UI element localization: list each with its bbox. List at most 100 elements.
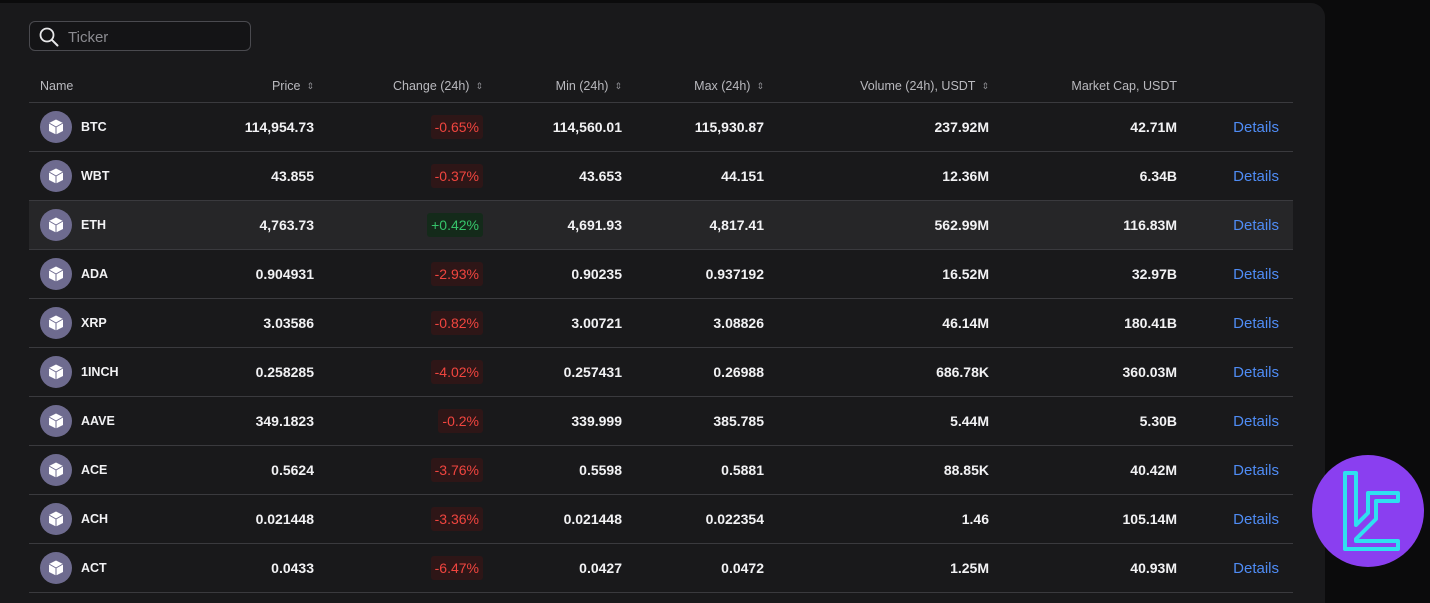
ticker-symbol: ACH [81,512,109,526]
markets-panel: Name Price⇕ Change (24h)⇕ Min (24h)⇕ Max… [0,3,1325,603]
table-row[interactable]: BTC 114,954.73 -0.65% 114,560.01 115,930.87 2… [29,102,1293,152]
details-link[interactable]: Details [1233,559,1279,577]
table-row[interactable]: AAVE 349.1823 -0.2% 339.999 385.785 5.44M 5.30… [29,396,1293,446]
volume-cell: 88.85K [764,445,989,495]
max-cell: 3.08826 [622,298,764,348]
details-cell: Details [1177,396,1293,446]
sort-icon[interactable]: ⇕ [981,80,989,91]
change-badge: +0.42% [427,213,483,237]
details-cell: Details [1177,543,1293,593]
table-row[interactable]: ACH 0.021448 -3.36% 0.021448 0.022354 1.46 105… [29,494,1293,544]
details-link[interactable]: Details [1233,314,1279,332]
asset-cell: AAVE [29,396,189,446]
details-cell: Details [1177,200,1293,250]
asset-cell: BTC [29,102,189,152]
details-cell: Details [1177,249,1293,299]
table-row[interactable]: ACE 0.5624 -3.76% 0.5598 0.5881 88.85K 40.42M D… [29,445,1293,495]
table-row[interactable]: ACT 0.0433 -6.47% 0.0427 0.0472 1.25M 40.93M De… [29,543,1293,593]
price-cell: 0.258285 [189,347,314,397]
details-cell: Details [1177,298,1293,348]
brand-logo [1312,455,1424,567]
market-cap-cell: 40.42M [989,445,1177,495]
details-link[interactable]: Details [1233,412,1279,430]
table-row[interactable]: ETH 4,763.73 +0.42% 4,691.93 4,817.41 562.99M… [29,200,1293,250]
change-cell: -0.37% [314,151,483,201]
volume-cell: 562.99M [764,200,989,250]
ticker-symbol: XRP [81,316,107,330]
col-market-cap: Market Cap, USDT [989,69,1177,103]
table-row[interactable]: WBT 43.855 -0.37% 43.653 44.151 12.36M 6.34B De… [29,151,1293,201]
table-row[interactable]: 1INCH 0.258285 -4.02% 0.257431 0.26988 686.78… [29,347,1293,397]
col-actions [1177,69,1293,103]
price-cell: 3.03586 [189,298,314,348]
change-badge: -0.65% [430,115,483,139]
col-change[interactable]: Change (24h) ⇕ [314,69,483,103]
volume-cell: 237.92M [764,102,989,152]
market-cap-cell: 360.03M [989,347,1177,397]
max-cell: 0.26988 [622,347,764,397]
brand-logo-icon [1343,471,1400,551]
details-link[interactable]: Details [1233,167,1279,185]
details-link[interactable]: Details [1233,118,1279,136]
col-min[interactable]: Min (24h) ⇕ [483,69,622,103]
change-badge: -6.47% [430,556,483,580]
change-cell: -2.93% [314,249,483,299]
price-cell: 0.021448 [189,494,314,544]
sort-icon[interactable]: ⇕ [756,80,764,91]
details-link[interactable]: Details [1233,216,1279,234]
details-link[interactable]: Details [1233,363,1279,381]
col-max[interactable]: Max (24h) ⇕ [622,69,764,103]
ticker-search[interactable] [29,21,251,52]
details-cell: Details [1177,347,1293,397]
ticker-symbol: ETH [81,218,106,232]
min-cell: 0.0427 [483,543,622,593]
price-cell: 0.0433 [189,543,314,593]
details-cell: Details [1177,494,1293,544]
min-cell: 0.257431 [483,347,622,397]
ticker-symbol: ACE [81,463,108,477]
details-link[interactable]: Details [1233,461,1279,479]
coin-icon [40,503,72,535]
coin-icon [40,405,72,437]
volume-cell: 1.25M [764,543,989,593]
coin-icon [40,454,72,486]
min-cell: 0.90235 [483,249,622,299]
col-name: Name [29,69,189,103]
asset-cell: XRP [29,298,189,348]
col-volume[interactable]: Volume (24h), USDT ⇕ [764,69,989,103]
details-link[interactable]: Details [1233,510,1279,528]
details-link[interactable]: Details [1233,265,1279,283]
asset-cell: ETH [29,200,189,250]
sort-icon[interactable]: ⇕ [475,80,483,91]
col-price[interactable]: Price ⇕ [189,69,314,103]
change-cell: -3.76% [314,445,483,495]
market-cap-cell: 6.34B [989,151,1177,201]
max-cell: 385.785 [622,396,764,446]
search-input[interactable] [66,22,250,52]
asset-cell: ADA [29,249,189,299]
coin-icon [40,209,72,241]
search-icon [39,27,59,47]
change-badge: -0.37% [430,164,483,188]
markets-table: Name Price ⇕ Change (24h) ⇕ Min (24h) ⇕ Max… [29,69,1293,593]
sort-icon[interactable]: ⇕ [614,80,622,91]
table-row[interactable]: XRP 3.03586 -0.82% 3.00721 3.08826 46.14M 180.… [29,298,1293,348]
min-cell: 0.021448 [483,494,622,544]
change-cell: +0.42% [314,200,483,250]
ticker-symbol: ACT [81,561,107,575]
sort-icon[interactable]: ⇕ [306,80,314,91]
table-row[interactable]: ADA 0.904931 -2.93% 0.90235 0.937192 16.52M 32… [29,249,1293,299]
min-cell: 114,560.01 [483,102,622,152]
change-badge: -0.2% [438,409,483,433]
market-cap-cell: 180.41B [989,298,1177,348]
max-cell: 0.5881 [622,445,764,495]
details-cell: Details [1177,445,1293,495]
change-badge: -4.02% [430,360,483,384]
ticker-symbol: AAVE [81,414,115,428]
ticker-symbol: WBT [81,169,110,183]
max-cell: 44.151 [622,151,764,201]
details-cell: Details [1177,102,1293,152]
asset-cell: 1INCH [29,347,189,397]
change-cell: -4.02% [314,347,483,397]
min-cell: 339.999 [483,396,622,446]
